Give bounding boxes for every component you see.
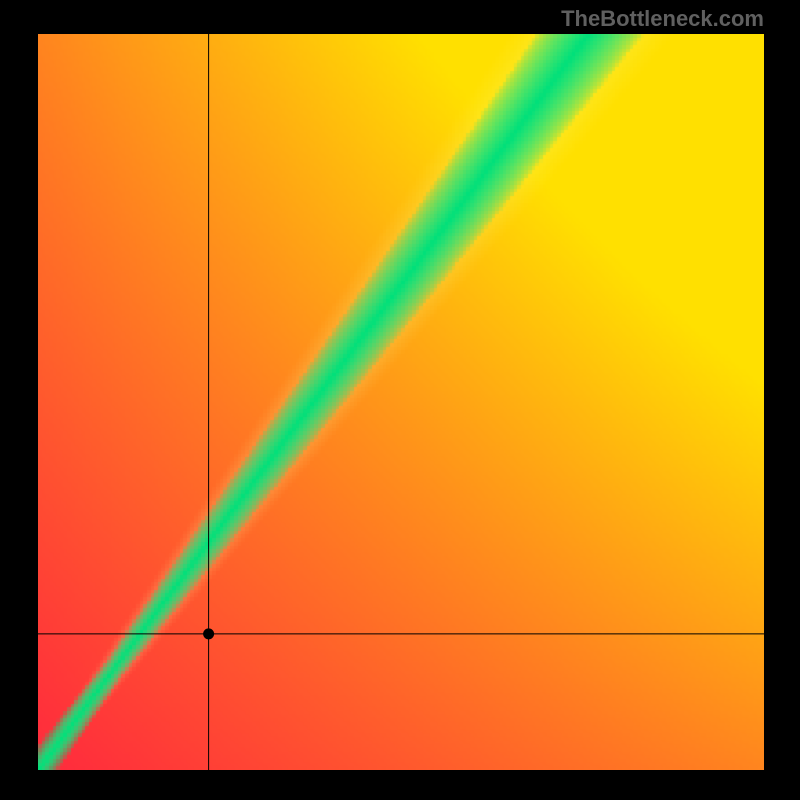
watermark-label: TheBottleneck.com: [561, 6, 764, 32]
bottleneck-heatmap: [38, 34, 764, 770]
chart-container: TheBottleneck.com: [0, 0, 800, 800]
